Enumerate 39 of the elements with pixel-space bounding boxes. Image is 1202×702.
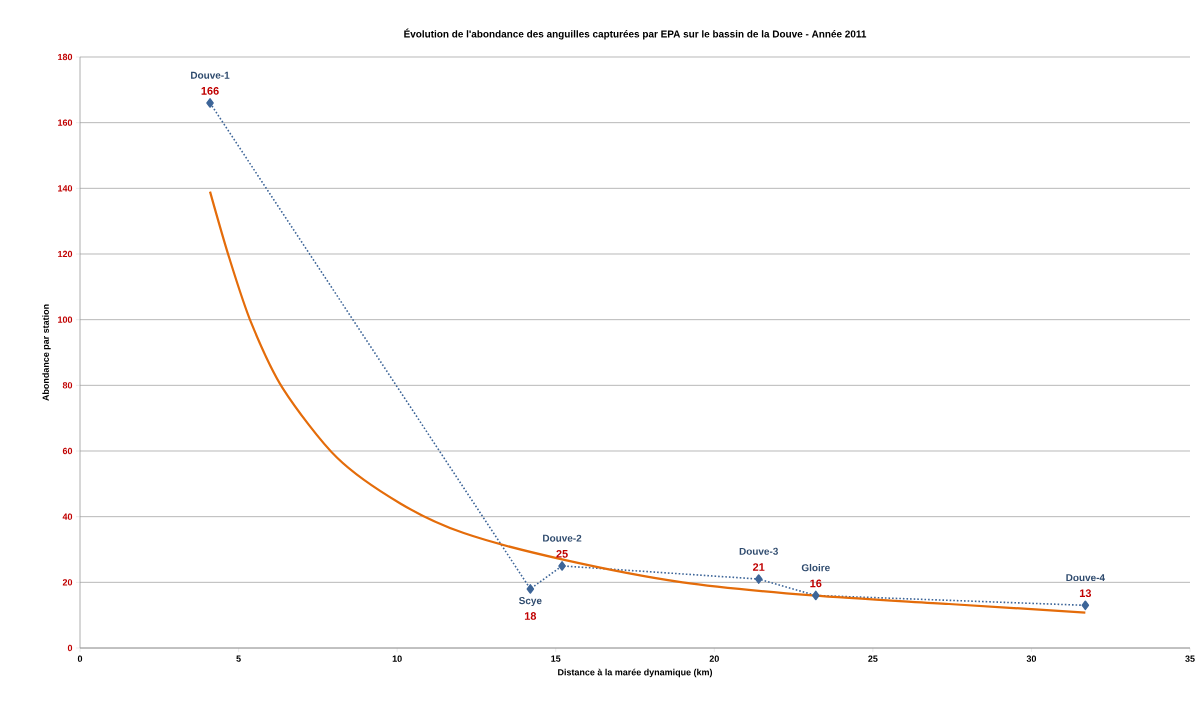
point (206, 98, 214, 108)
data-label: 13 (1079, 589, 1092, 598)
y-tick-label: 160 (58, 119, 73, 126)
y-tick-label: 0 (67, 644, 73, 652)
x-axis-title: Distance à la marée dynamique (km) (558, 668, 713, 678)
y-axis-title: Abondance par station (42, 304, 51, 401)
y-tick-label: 100 (58, 316, 73, 323)
y-tick-label: 20 (62, 579, 73, 586)
annotation: Gloire (801, 563, 830, 572)
annotation: Douve-3 (739, 547, 778, 555)
x-tick-label: 35 (1185, 655, 1195, 662)
y-tick-label: 80 (62, 382, 73, 389)
data-label: 18 (524, 612, 537, 620)
x-tick-label: 5 (236, 655, 241, 662)
annotation: Douve-2 (543, 534, 582, 542)
y-tick-label: 60 (62, 447, 73, 455)
x-tick-label: 30 (1026, 655, 1037, 662)
point (558, 561, 566, 571)
y-tick-label: 40 (62, 513, 73, 520)
annotation: Douve-1 (191, 71, 230, 79)
data-label: 21 (752, 563, 765, 571)
annotation: Scye (518, 597, 542, 607)
point (526, 584, 535, 594)
x-tick-label: 20 (709, 655, 719, 662)
y-tick-label: 180 (58, 53, 73, 61)
x-tick-label: 10 (392, 655, 402, 662)
chart-title: Évolution de l'abondance des anguilles capturées par EPA sur le bassin de la Douve - Année 2011 (404, 28, 867, 40)
data-label: 25 (556, 549, 568, 558)
point (811, 590, 820, 601)
y-tick-label: 140 (58, 185, 73, 192)
annotation: Douve-4 (1066, 574, 1105, 582)
x-tick-label: 25 (868, 655, 878, 662)
point (754, 574, 763, 584)
data-label: 166 (201, 87, 219, 95)
y-tick-label: 120 (58, 250, 73, 258)
data-label: 16 (810, 579, 822, 588)
x-tick-label: 15 (551, 655, 561, 662)
point (1081, 600, 1090, 611)
x-tick-label: 0 (77, 655, 83, 662)
